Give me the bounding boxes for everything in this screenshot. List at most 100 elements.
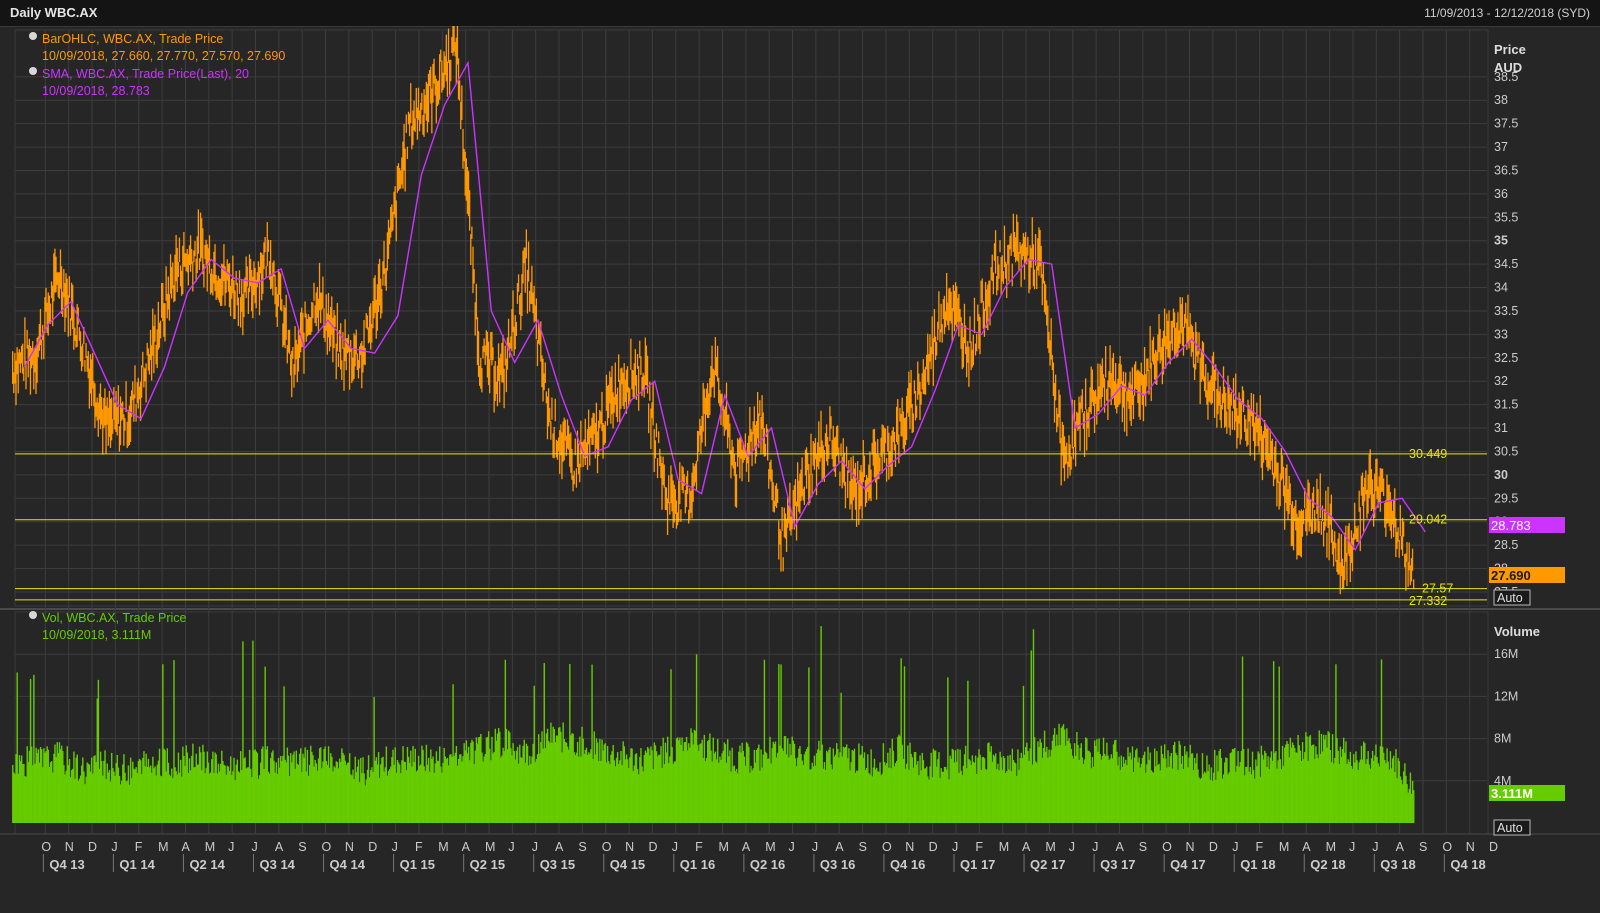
volume-bar — [292, 754, 294, 823]
volume-bar — [1017, 749, 1019, 823]
volume-bar — [855, 770, 858, 823]
volume-bar — [105, 779, 107, 823]
volume-bar — [950, 758, 952, 823]
volume-bar — [744, 765, 747, 823]
volume-bar — [17, 773, 20, 823]
volume-bar — [461, 761, 463, 823]
price-auto-button[interactable]: Auto — [1493, 589, 1531, 606]
volume-bar — [633, 765, 636, 823]
volume-bar — [252, 640, 254, 823]
volume-bar — [205, 767, 207, 823]
vol-legend-icon[interactable] — [29, 611, 37, 619]
volume-bar — [35, 747, 37, 823]
volume-bar — [467, 746, 470, 823]
volume-bar — [91, 757, 93, 823]
volume-bar — [206, 751, 209, 823]
volume-bar — [93, 756, 95, 823]
volume-bar — [824, 769, 827, 823]
volume-bar — [719, 756, 721, 823]
volume-bar — [133, 768, 135, 823]
volume-bar — [112, 768, 114, 823]
volume-bar — [638, 774, 640, 823]
volume-bar — [622, 741, 624, 823]
volume-bar — [1004, 772, 1007, 823]
volume-bar — [394, 747, 396, 823]
volume-bar — [940, 768, 942, 823]
volume-bar — [960, 770, 962, 823]
volume-bar — [16, 672, 18, 823]
volume-bar — [946, 769, 948, 823]
volume-bar — [1256, 766, 1258, 823]
volume-bar — [1338, 763, 1340, 823]
volume-bar — [1210, 767, 1213, 823]
volume-bar — [610, 754, 612, 823]
volume-bar — [724, 744, 727, 823]
volume-bar — [1071, 755, 1074, 823]
volume-auto-label[interactable]: Auto — [1497, 821, 1523, 835]
volume-bar — [224, 765, 226, 823]
volume-bar — [668, 763, 670, 823]
month-tick-label: J — [228, 840, 234, 854]
volume-bar — [388, 769, 391, 823]
volume-bar — [101, 761, 103, 823]
volume-bar — [812, 766, 815, 823]
volume-bar — [102, 775, 104, 823]
volume-bar — [753, 749, 756, 823]
volume-bar — [1390, 768, 1393, 823]
volume-bar — [561, 752, 563, 823]
volume-bar — [762, 754, 764, 823]
volume-bar — [1294, 748, 1296, 823]
volume-auto-button[interactable]: Auto — [1493, 819, 1531, 836]
volume-bar — [569, 663, 571, 823]
volume-bar — [97, 679, 100, 823]
volume-bar — [98, 768, 101, 823]
volume-bar — [492, 753, 494, 823]
month-tick-label: F — [975, 840, 983, 854]
volume-bar — [1277, 760, 1279, 823]
volume-bar — [371, 767, 373, 823]
month-tick-label: A — [1302, 840, 1311, 854]
price-tick-label: 31 — [1494, 421, 1508, 435]
volume-bar — [1354, 762, 1356, 823]
price-panel — [14, 29, 1489, 607]
volume-bar — [1169, 756, 1171, 823]
price-tick-label: 33.5 — [1494, 304, 1518, 318]
volume-bar — [969, 760, 971, 823]
volume-bar — [328, 767, 331, 823]
volume-bar — [1038, 746, 1040, 823]
volume-bar — [204, 773, 206, 823]
ohlc-legend-icon[interactable] — [29, 32, 37, 40]
volume-bar — [1036, 762, 1038, 823]
volume-bar — [1013, 762, 1016, 823]
volume-bar — [153, 768, 155, 823]
volume-bar — [977, 757, 979, 823]
volume-bar — [141, 774, 143, 823]
volume-bar — [681, 737, 683, 823]
volume-bar — [1246, 766, 1248, 823]
volume-bar — [312, 755, 314, 823]
volume-bar — [1328, 732, 1330, 823]
volume-bar — [481, 752, 483, 823]
volume-bar — [470, 742, 472, 823]
volume-bar — [1355, 751, 1357, 823]
volume-bar — [676, 737, 679, 823]
volume-bar — [709, 733, 711, 823]
volume-bar — [192, 743, 194, 823]
price-auto-label[interactable]: Auto — [1497, 591, 1523, 605]
volume-bar — [1279, 759, 1282, 823]
volume-bar — [1061, 726, 1064, 823]
volume-bar — [692, 744, 694, 823]
volume-bar — [809, 769, 811, 823]
volume-bar — [625, 754, 628, 823]
volume-bar — [55, 757, 57, 823]
volume-bar — [623, 746, 626, 823]
volume-bar — [1110, 754, 1113, 823]
volume-bar — [18, 755, 21, 823]
volume-bar — [1007, 755, 1009, 823]
volume-bar — [1047, 757, 1049, 823]
volume-bar — [60, 745, 63, 823]
sma-legend-icon[interactable] — [29, 67, 37, 75]
volume-bar — [1152, 772, 1155, 823]
volume-bar — [214, 752, 216, 823]
volume-bar — [1014, 763, 1017, 823]
